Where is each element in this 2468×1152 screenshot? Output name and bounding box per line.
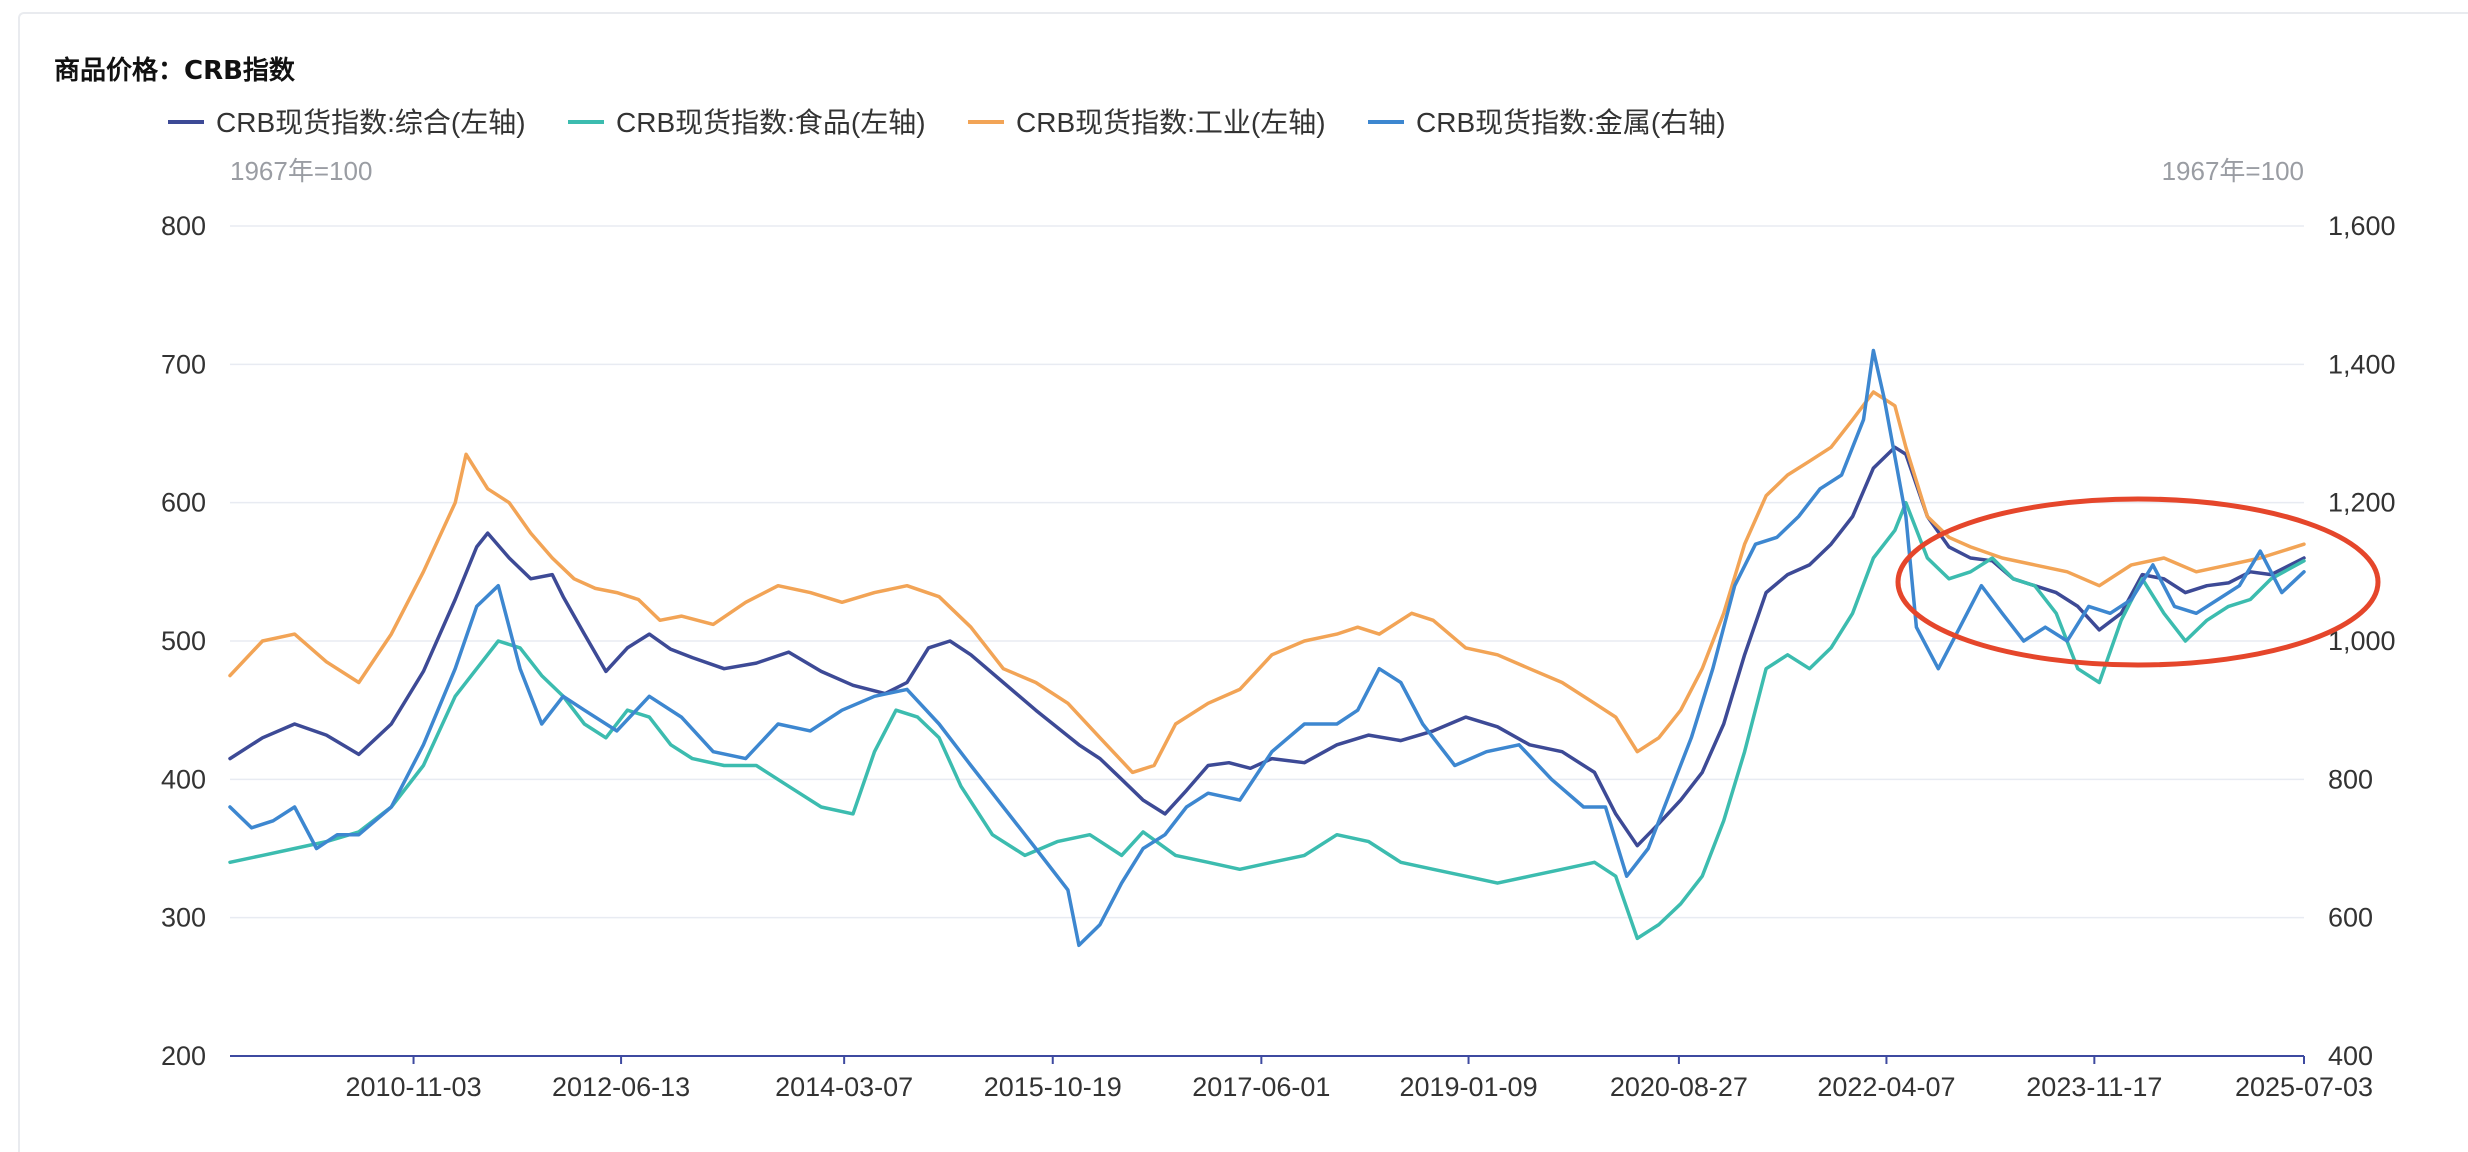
left-tick-label: 200 — [161, 1041, 206, 1071]
chart-panel — [18, 12, 2468, 1152]
x-tick-label: 2025-07-03 — [2235, 1072, 2373, 1102]
legend-label: CRB现货指数:综合(左轴) — [216, 107, 526, 138]
x-tick-label: 2020-08-27 — [1610, 1072, 1748, 1102]
right-axis-unit: 1967年=100 — [2162, 156, 2304, 186]
right-tick-label: 1,400 — [2328, 349, 2396, 379]
right-tick-label: 600 — [2328, 903, 2373, 933]
left-axis-ticks: 200 300 400 500 600 700 800 — [161, 211, 206, 1071]
left-tick-label: 500 — [161, 626, 206, 656]
series-line — [228, 500, 2306, 941]
series-line — [228, 348, 2306, 948]
x-tick-label: 2023-11-17 — [2026, 1072, 2162, 1102]
legend-item[interactable]: CRB现货指数:工业(左轴) — [968, 107, 1326, 138]
legend-label: CRB现货指数:金属(右轴) — [1416, 107, 1726, 138]
highlight-ellipse — [1895, 496, 2381, 668]
grid-lines — [230, 225, 2304, 1057]
left-tick-label: 800 — [161, 211, 206, 241]
right-tick-label: 400 — [2328, 1041, 2373, 1071]
page-title: 商品价格：CRB指数 — [54, 56, 295, 86]
x-tick-label: 2022-04-07 — [1817, 1072, 1955, 1102]
right-axis-ticks: 400 600 800 1,000 1,200 1,400 1,600 — [2328, 211, 2396, 1071]
left-axis-unit: 1967年=100 — [230, 156, 372, 186]
legend-item[interactable]: CRB现货指数:综合(左轴) — [168, 107, 526, 138]
x-tick-label: 2017-06-01 — [1192, 1072, 1330, 1102]
left-tick-label: 600 — [161, 488, 206, 518]
x-tick-label: 2015-10-19 — [984, 1072, 1122, 1102]
right-tick-label: 1,600 — [2328, 211, 2396, 241]
chart-legend: CRB现货指数:综合(左轴) CRB现货指数:食品(左轴) CRB现货指数:工业(左… — [168, 107, 1726, 138]
left-tick-label: 400 — [161, 764, 206, 794]
series-lines — [228, 348, 2306, 948]
x-tick-label: 2010-11-03 — [345, 1072, 481, 1102]
series-line — [228, 445, 2306, 848]
series-line — [228, 390, 2306, 775]
left-tick-label: 700 — [161, 349, 206, 379]
x-tick-label: 2019-01-09 — [1399, 1072, 1537, 1102]
legend-label: CRB现货指数:工业(左轴) — [1016, 107, 1326, 138]
legend-label: CRB现货指数:食品(左轴) — [616, 107, 926, 138]
x-tick-label: 2014-03-07 — [775, 1072, 913, 1102]
x-tick-label: 2012-06-13 — [552, 1072, 690, 1102]
left-tick-label: 300 — [161, 903, 206, 933]
legend-item[interactable]: CRB现货指数:食品(左轴) — [568, 107, 926, 138]
right-tick-label: 800 — [2328, 764, 2373, 794]
right-tick-label: 1,000 — [2328, 626, 2396, 656]
legend-item[interactable]: CRB现货指数:金属(右轴) — [1368, 107, 1726, 138]
x-axis-ticks: 2010-11-03 2012-06-13 2014-03-07 2015-10-19… — [345, 1056, 2373, 1102]
right-tick-label: 1,200 — [2328, 488, 2396, 518]
